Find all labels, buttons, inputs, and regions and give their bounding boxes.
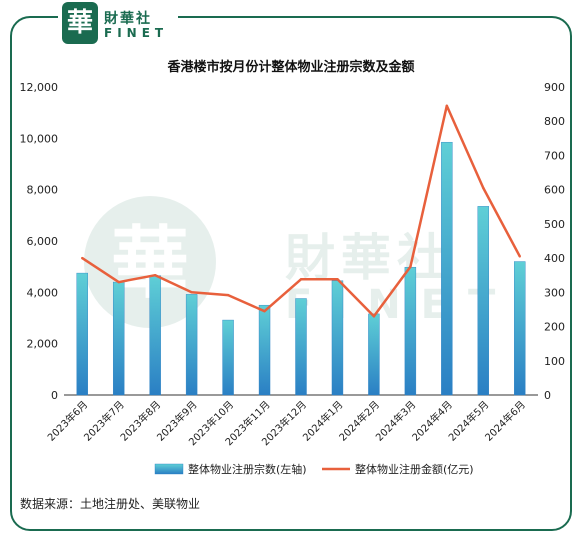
bar — [112, 281, 125, 396]
bar — [185, 294, 198, 396]
bar — [331, 280, 344, 396]
right-tick-label: 400 — [544, 252, 565, 265]
left-tick-label: 2,000 — [27, 338, 59, 351]
bar — [368, 313, 380, 396]
line-point — [445, 104, 449, 108]
line-point — [190, 291, 193, 294]
line-series — [81, 104, 521, 318]
right-tick-label: 300 — [544, 286, 565, 299]
chart-title: 香港楼市按月份计整体物业注册宗数及金额 — [167, 60, 415, 75]
bar — [477, 206, 490, 396]
right-tick-label: 100 — [544, 355, 565, 368]
watermark-name-en: FINET — [285, 282, 515, 328]
line-point — [372, 315, 376, 318]
right-tick-label: 200 — [544, 321, 565, 334]
line-point — [263, 309, 266, 313]
left-tick-label: 0 — [51, 389, 58, 402]
brand-name-cn: 財華社 — [104, 11, 152, 27]
bar — [258, 304, 271, 396]
bar — [295, 298, 307, 396]
brand-name-en: FINET — [104, 26, 169, 40]
left-tick-label: 8,000 — [27, 184, 59, 197]
line-point — [117, 280, 120, 284]
right-tick-label: 800 — [544, 115, 565, 128]
bar — [441, 141, 453, 396]
right-tick-label: 900 — [544, 81, 565, 94]
right-tick-label: 0 — [544, 389, 551, 402]
line-point — [153, 274, 157, 277]
line-point — [336, 278, 339, 281]
x-axis-labels: 2023年6月2023年7月2023年8月2023年9月2023年10月2023… — [45, 398, 528, 448]
bar — [514, 261, 526, 396]
line-point — [299, 278, 303, 281]
legend-bar-swatch — [154, 463, 184, 475]
bar — [149, 275, 161, 396]
right-tick-label: 600 — [544, 184, 565, 197]
legend: 整体物业注册宗数(左轴) 整体物业注册金额(亿元) — [154, 462, 474, 476]
left-tick-label: 12,000 — [20, 81, 59, 94]
line-point — [518, 255, 521, 258]
source-note: 数据来源：土地注册处、美联物业 — [20, 497, 201, 511]
line-point — [409, 265, 412, 268]
bar-series — [76, 141, 526, 396]
bar — [222, 319, 234, 396]
bar — [76, 272, 88, 396]
legend-line-label: 整体物业注册金额(亿元) — [355, 462, 474, 476]
legend-bar-label: 整体物业注册宗数(左轴) — [188, 462, 307, 476]
watermark-name-cn: 財華社 — [285, 229, 453, 287]
left-tick-label: 6,000 — [27, 235, 59, 248]
left-tick-label: 4,000 — [27, 286, 59, 299]
left-tick-label: 10,000 — [20, 132, 59, 145]
right-tick-label: 500 — [544, 218, 565, 231]
bar — [404, 266, 417, 396]
right-tick-label: 700 — [544, 149, 565, 162]
brand-seal: 華 — [62, 2, 98, 44]
brand-logo: 華 財華社 FINET — [58, 2, 178, 46]
line-point — [482, 186, 485, 190]
line-point — [81, 256, 84, 260]
line-point — [226, 293, 230, 297]
